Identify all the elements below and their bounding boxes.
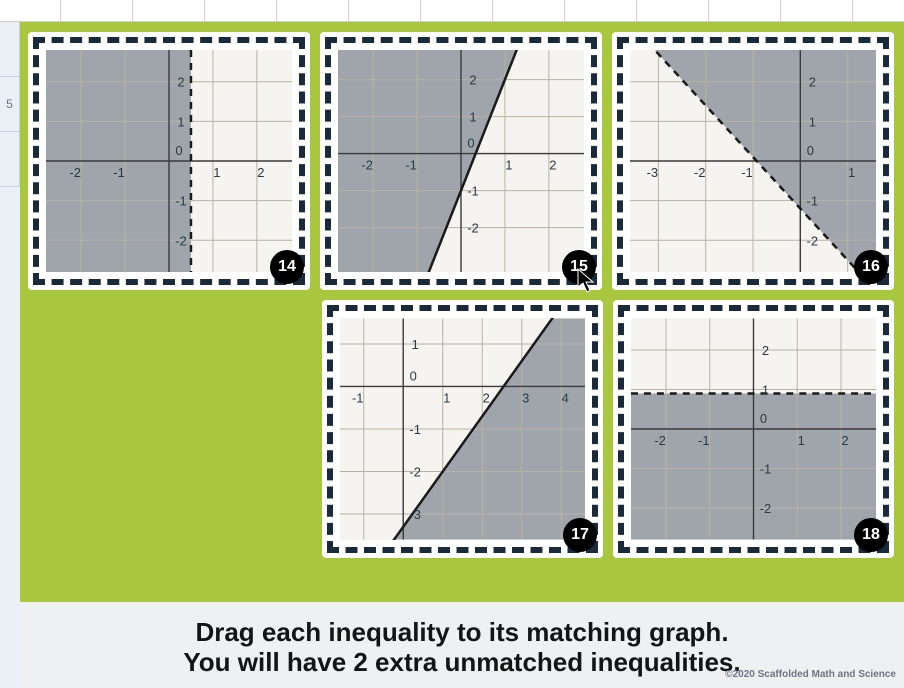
copyright-text: ©2020 Scaffolded Math and Science [725, 669, 896, 681]
svg-text:-2: -2 [467, 221, 479, 236]
svg-text:-1: -1 [352, 390, 364, 405]
graph-number-badge: 18 [854, 518, 888, 552]
svg-text:2: 2 [177, 75, 184, 90]
svg-text:1: 1 [213, 165, 220, 180]
graph-number-badge: 17 [563, 518, 597, 552]
svg-text:-2: -2 [175, 233, 187, 248]
svg-text:2: 2 [762, 343, 769, 358]
svg-text:-3: -3 [647, 165, 659, 180]
svg-text:2: 2 [549, 158, 556, 173]
svg-text:2: 2 [257, 165, 264, 180]
svg-text:0: 0 [760, 411, 767, 426]
spreadsheet-column-header-strip [0, 0, 904, 22]
graph-card-15[interactable]: -2 -1 0 1 2 -2 -1 1 2 15 [320, 32, 602, 290]
svg-text:-2: -2 [760, 501, 772, 516]
svg-text:2: 2 [809, 75, 816, 90]
svg-text:-1: -1 [405, 158, 417, 173]
graph-plot: -1 0 1 2 3 4 -3 -2 -1 1 [340, 318, 585, 540]
svg-text:0: 0 [410, 369, 417, 384]
svg-text:-1: -1 [760, 461, 772, 476]
spreadsheet-row-header-strip: 5 [0, 22, 20, 688]
svg-text:-3: -3 [409, 507, 421, 522]
svg-text:-1: -1 [113, 165, 125, 180]
svg-text:1: 1 [505, 158, 512, 173]
svg-text:1: 1 [469, 110, 476, 125]
svg-text:2: 2 [469, 73, 476, 88]
svg-text:2: 2 [841, 433, 848, 448]
svg-text:1: 1 [412, 337, 419, 352]
row-header-label: 5 [0, 77, 20, 132]
svg-text:-1: -1 [741, 165, 753, 180]
svg-text:-2: -2 [654, 433, 666, 448]
graph-card-16[interactable]: -3 -2 -1 0 1 -2 -1 1 2 16 [612, 32, 894, 290]
svg-text:-1: -1 [409, 422, 421, 437]
svg-text:1: 1 [762, 382, 769, 397]
svg-text:0: 0 [467, 136, 474, 151]
graph-card-18[interactable]: -2 -1 0 1 2 -2 -1 1 2 18 [613, 300, 894, 558]
worksheet-panel: -2-1012-2-11214-2-1012-2-11215-3-2-101-2… [20, 22, 904, 602]
svg-text:-1: -1 [467, 184, 479, 199]
svg-text:3: 3 [522, 390, 529, 405]
graph-plot: -3 -2 -1 0 1 -2 -1 1 2 [630, 50, 876, 272]
graph-plot: -2 -1 0 1 2 -2 -1 1 2 [338, 50, 584, 272]
graph-plot: -2 -1 0 1 2 -2 -1 1 2 [46, 50, 292, 272]
svg-text:-1: -1 [698, 433, 710, 448]
svg-text:1: 1 [443, 390, 450, 405]
graph-number-badge: 15 [562, 250, 596, 284]
svg-text:2: 2 [483, 390, 490, 405]
svg-text:-1: -1 [807, 194, 819, 209]
svg-text:1: 1 [177, 114, 184, 129]
instructions-text: Drag each inequality to its matching gra… [20, 618, 904, 678]
graph-card-14[interactable]: -2 -1 0 1 2 -2 -1 1 2 14 [28, 32, 310, 290]
svg-text:0: 0 [175, 143, 182, 158]
graph-number-badge: 16 [854, 250, 888, 284]
svg-text:-2: -2 [409, 464, 421, 479]
svg-text:1: 1 [798, 433, 805, 448]
svg-text:0: 0 [807, 143, 814, 158]
svg-text:-1: -1 [175, 194, 187, 209]
instructions-line2: You will have 2 extra unmatched inequali… [183, 647, 740, 677]
graph-number-badge: 14 [270, 250, 304, 284]
graph-plot: -2 -1 0 1 2 -2 -1 1 2 [631, 318, 876, 540]
svg-text:-2: -2 [807, 233, 819, 248]
svg-text:-2: -2 [361, 158, 373, 173]
svg-text:4: 4 [562, 390, 569, 405]
instructions-line1: Drag each inequality to its matching gra… [195, 617, 728, 647]
svg-text:1: 1 [848, 165, 855, 180]
graph-card-17[interactable]: -1 0 1 2 3 4 -3 -2 -1 1 17 [322, 300, 603, 558]
svg-text:1: 1 [809, 114, 816, 129]
svg-text:-2: -2 [69, 165, 81, 180]
svg-text:-2: -2 [694, 165, 706, 180]
